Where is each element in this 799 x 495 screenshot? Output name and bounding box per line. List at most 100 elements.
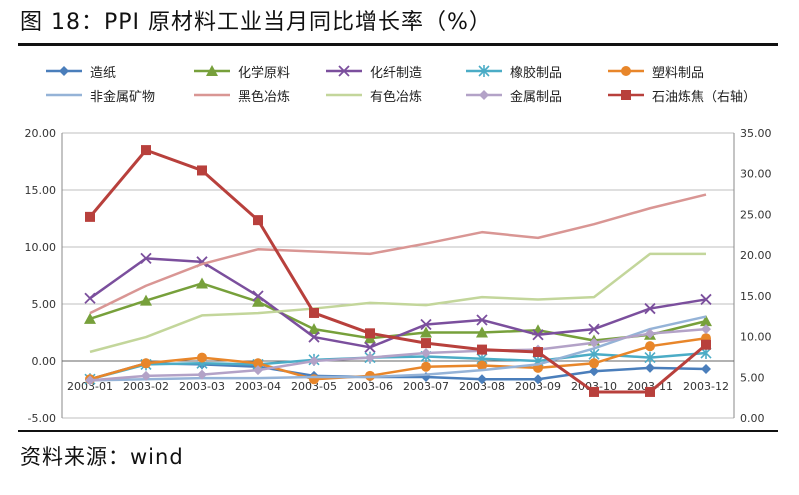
- legend-item: 石油炼焦（右轴）: [606, 86, 757, 105]
- series-line: [89, 282, 707, 342]
- data-point: [533, 374, 543, 385]
- legend-item: 化纤制造: [324, 62, 423, 81]
- y-right-tick-label: 10.00: [740, 331, 772, 344]
- data-point: [589, 386, 599, 397]
- data-point: [588, 323, 600, 335]
- series-line: [89, 193, 707, 315]
- data-point: [700, 293, 712, 306]
- data-point: [645, 341, 655, 352]
- y-left-tick-label: 15.00: [25, 184, 57, 197]
- series-left: [89, 315, 707, 382]
- data-point: [253, 215, 263, 226]
- data-point: [308, 323, 320, 335]
- legend-label: 塑料制品: [652, 65, 705, 81]
- data-point: [253, 365, 263, 376]
- x-tick-label: 2003-01: [67, 380, 113, 393]
- data-point: [476, 314, 488, 326]
- x-tick-label: 2003-06: [347, 380, 393, 393]
- series-left: [89, 252, 706, 354]
- data-point: [197, 369, 207, 380]
- data-point: [589, 366, 599, 377]
- legend-swatch: [46, 66, 82, 76]
- data-point: [141, 370, 151, 381]
- data-point: [141, 358, 151, 369]
- source-note: 资料来源：wind: [20, 445, 184, 469]
- data-point: [700, 315, 712, 327]
- data-point: [196, 277, 208, 289]
- data-point: [701, 324, 711, 335]
- legend-swatch: [194, 65, 230, 76]
- data-point: [420, 318, 432, 331]
- data-point: [645, 386, 655, 397]
- series-line: [89, 252, 706, 354]
- legend-marker: [478, 65, 490, 77]
- chart-title: 图 18：PPI 原材料工业当月同比增长率（%）: [20, 10, 492, 35]
- x-tick-label: 2003-09: [515, 380, 561, 393]
- series-line: [88, 148, 707, 394]
- legend-item: 有色冶炼: [324, 86, 423, 105]
- legend-label: 化纤制造: [370, 65, 423, 81]
- data-point: [644, 302, 656, 315]
- x-tick-label: 2003-08: [459, 380, 505, 393]
- legend-label: 有色冶炼: [370, 89, 423, 105]
- legend-label: 黑色冶炼: [238, 89, 291, 105]
- series-left: [89, 193, 707, 315]
- y-right-tick-label: 35.00: [740, 127, 772, 140]
- data-point: [85, 375, 95, 386]
- y-left-tick-label: 0.00: [32, 355, 57, 368]
- data-point: [476, 326, 488, 338]
- y-left-tick-label: 5.00: [32, 298, 57, 311]
- data-point: [645, 328, 655, 339]
- legend-item: 化学原料: [192, 62, 291, 81]
- data-point: [645, 362, 655, 373]
- series-line: [89, 336, 707, 381]
- data-point: [365, 328, 375, 339]
- data-point: [140, 294, 152, 306]
- legend-marker: [338, 65, 350, 77]
- legend-swatch: [46, 93, 82, 97]
- data-point: [477, 344, 487, 355]
- y-right-tick-label: 30.00: [740, 168, 772, 181]
- legend-item: 金属制品: [464, 86, 563, 105]
- legend-label: 橡胶制品: [510, 65, 563, 81]
- data-point: [365, 352, 375, 363]
- data-point: [589, 337, 599, 348]
- data-point: [253, 358, 263, 369]
- data-point: [252, 290, 264, 302]
- y-right-tick-label: 20.00: [740, 249, 772, 262]
- data-point: [197, 165, 207, 176]
- data-point: [589, 358, 599, 369]
- data-point: [197, 352, 207, 363]
- data-point: [421, 348, 431, 359]
- series-line: [89, 257, 707, 349]
- data-point: [420, 326, 432, 338]
- legend-label: 金属制品: [510, 89, 563, 105]
- y-right-tick-label: 0.00: [740, 412, 765, 425]
- x-tick-label: 2003-04: [235, 380, 281, 393]
- legend-swatch: [608, 90, 644, 100]
- title-rule: [18, 43, 778, 46]
- data-point: [701, 363, 711, 374]
- legend-swatch: [466, 90, 502, 100]
- legend-item: 塑料制品: [606, 62, 705, 81]
- data-point: [532, 329, 544, 341]
- data-point: [85, 211, 95, 222]
- data-point: [533, 347, 543, 358]
- x-tick-label: 2003-02: [123, 380, 169, 393]
- legend-label: 造纸: [90, 65, 117, 81]
- legend-marker: [59, 66, 69, 76]
- legend-label: 石油炼焦（右轴）: [652, 89, 757, 105]
- x-tick-label: 2003-05: [291, 380, 337, 393]
- legend-item: 橡胶制品: [464, 62, 563, 81]
- data-point: [477, 360, 487, 371]
- data-point: [421, 338, 431, 349]
- legend-item: 造纸: [44, 62, 117, 81]
- series-line: [89, 327, 707, 382]
- legend-label: 化学原料: [238, 65, 291, 81]
- data-point: [140, 252, 152, 265]
- legend-label: 非金属矿物: [90, 89, 156, 105]
- data-point: [308, 331, 320, 343]
- footer-rule: [18, 430, 778, 432]
- data-point: [252, 295, 264, 307]
